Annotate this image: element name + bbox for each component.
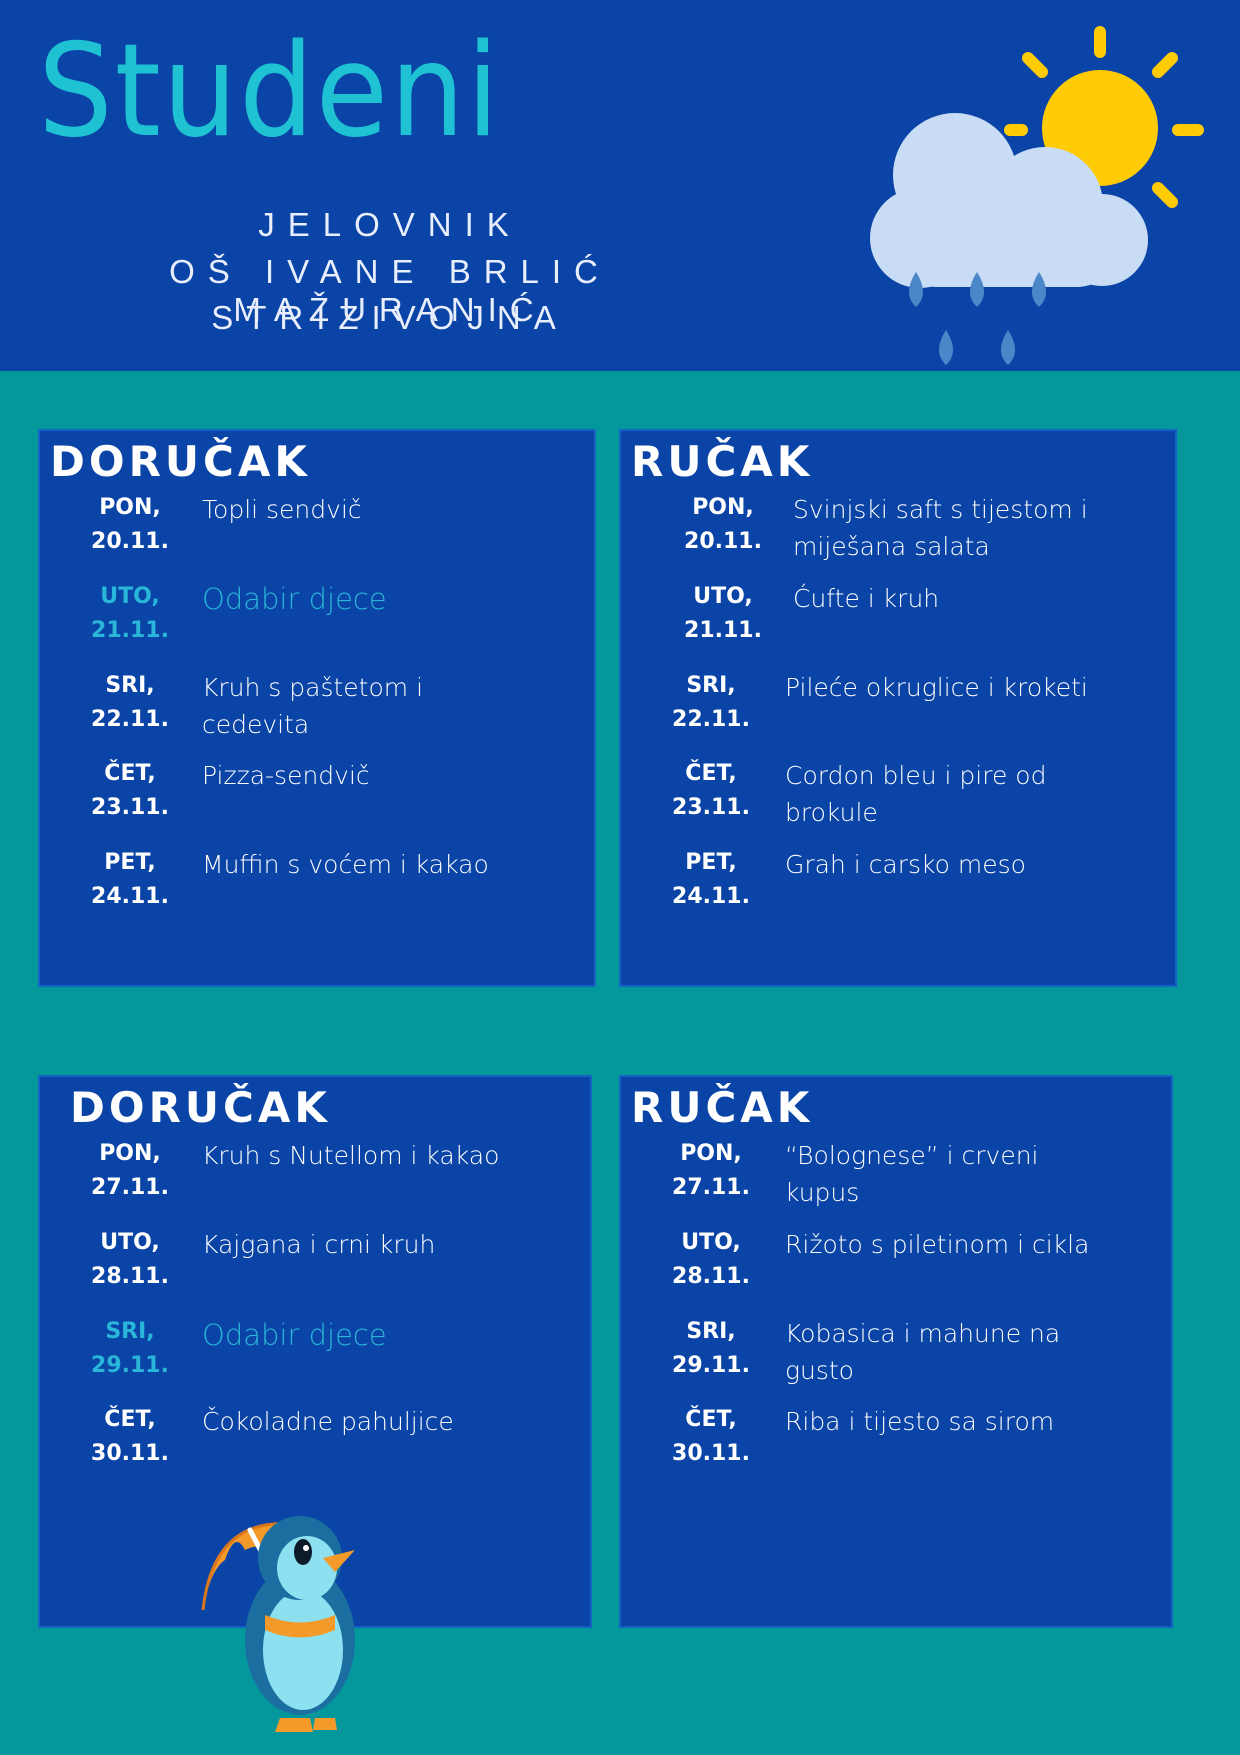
- meal-text: “Bolognese” i crveni kupus: [785, 1141, 1039, 1207]
- day-label: ČET,: [685, 1407, 737, 1432]
- day-label: SRI,: [686, 1319, 736, 1344]
- panel-title: RUČAK: [631, 1083, 814, 1132]
- date-label: 21.11.: [684, 618, 762, 643]
- meal-text: Odabir djece: [202, 582, 387, 616]
- day-label: UTO,: [100, 584, 160, 609]
- day-label: UTO,: [681, 1230, 741, 1255]
- date-label: 30.11.: [91, 1441, 169, 1466]
- menu-panel-lunch-week2: RUČAK PON, 27.11. “Bolognese” i crveni ku…: [619, 1075, 1173, 1628]
- panel-title: RUČAK: [631, 437, 814, 486]
- subtitle-town: STRIZIVOJNA: [211, 299, 569, 336]
- cloud-icon: [870, 113, 1148, 288]
- meal-text: Kruh s Nutellom i kakao: [202, 1141, 500, 1170]
- date-label: 24.11.: [91, 884, 169, 909]
- page-title: Studeni: [38, 17, 501, 166]
- day-label: PET,: [685, 850, 737, 875]
- date-label: 22.11.: [672, 707, 750, 732]
- day-label: UTO,: [693, 584, 753, 609]
- meal-text: Svinjski saft s tijestom i miješana sala…: [793, 495, 1088, 561]
- date-label: 29.11.: [91, 1353, 169, 1378]
- date-label: 23.11.: [91, 795, 169, 820]
- day-label: SRI,: [686, 673, 736, 698]
- day-label: ČET,: [104, 761, 156, 786]
- header-banner: Studeni JELOVNIK OŠ IVANE BRLIĆ MAŽURANI…: [0, 0, 1240, 371]
- day-label: SRI,: [105, 1319, 155, 1344]
- meal-text: Muffin s voćem i kakao: [202, 850, 489, 879]
- date-label: 28.11.: [91, 1264, 169, 1289]
- day-label: ČET,: [104, 1407, 156, 1432]
- day-label: PON,: [99, 1141, 161, 1166]
- meal-text: Čokoladne pahuljice: [202, 1407, 454, 1436]
- meal-text: Riba i tijesto sa sirom: [785, 1407, 1055, 1436]
- day-label: SRI,: [105, 673, 155, 698]
- date-label: 29.11.: [672, 1353, 750, 1378]
- meal-text: Rižoto s piletinom i cikla: [785, 1230, 1090, 1259]
- meal-text: Odabir djece: [202, 1318, 387, 1352]
- day-label: ČET,: [685, 761, 737, 786]
- penguin-umbrella-icon: [201, 1516, 355, 1732]
- meal-text: Kajgana i crni kruh: [202, 1230, 436, 1259]
- subtitle-school: OŠ IVANE BRLIĆ MAŽURANIĆ: [169, 253, 611, 328]
- panel-title: DORUČAK: [70, 1083, 331, 1132]
- meal-text: Kobasica i mahune na gusto: [785, 1319, 1061, 1385]
- date-label: 30.11.: [672, 1441, 750, 1466]
- menu-panel-breakfast-week1: DORUČAK PON, 20.11. Topli sendvič UTO, 21.…: [38, 429, 596, 987]
- meal-text: Kruh s paštetom i cedevita: [202, 673, 424, 739]
- date-label: 27.11.: [91, 1175, 169, 1200]
- day-label: PET,: [104, 850, 156, 875]
- date-label: 24.11.: [672, 884, 750, 909]
- meal-text: Grah i carsko meso: [785, 850, 1026, 879]
- meal-text: Ćufte i kruh: [793, 584, 940, 613]
- menu-panel-lunch-week1: RUČAK PON, 20.11. Svinjski saft s tijesto…: [619, 429, 1177, 987]
- menu-panel-breakfast-week2: DORUČAK PON, 27.11. Kruh s Nutellom i kak…: [38, 1075, 592, 1628]
- date-label: 20.11.: [91, 529, 169, 554]
- day-label: UTO,: [100, 1230, 160, 1255]
- date-label: 22.11.: [91, 707, 169, 732]
- rain-drops: [909, 272, 1046, 365]
- day-label: PON,: [99, 495, 161, 520]
- date-label: 28.11.: [672, 1264, 750, 1289]
- day-label: PON,: [692, 495, 754, 520]
- meal-text: Pizza-sendvič: [202, 761, 370, 790]
- date-label: 23.11.: [672, 795, 750, 820]
- panel-title: DORUČAK: [50, 437, 311, 486]
- subtitle-menu: JELOVNIK: [258, 206, 522, 243]
- date-label: 21.11.: [91, 618, 169, 643]
- sun-cloud-rain-icon: [870, 26, 1204, 365]
- meal-text: Topli sendvič: [202, 495, 362, 524]
- meal-text: Pileće okruglice i kroketi: [785, 673, 1088, 702]
- meal-text: Cordon bleu i pire od brokule: [785, 761, 1047, 827]
- date-label: 27.11.: [672, 1175, 750, 1200]
- date-label: 20.11.: [684, 529, 762, 554]
- day-label: PON,: [680, 1141, 742, 1166]
